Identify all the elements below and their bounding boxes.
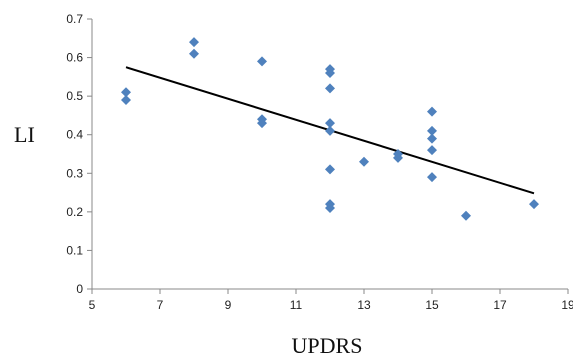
chart-axes: 0 0.1 0.2 0.3 0.4 0.5 0.6 0.7 5 7 9 11 13 15 17 19	[66, 12, 573, 312]
y-axis-title: LI	[14, 122, 35, 147]
data-point	[427, 172, 437, 183]
data-point	[393, 152, 403, 163]
data-point	[325, 203, 335, 213]
y-tick-label: 0.7	[66, 12, 83, 26]
data-point	[121, 87, 131, 98]
x-tick-label: 13	[357, 298, 371, 312]
data-point	[427, 106, 437, 117]
data-point	[257, 118, 267, 129]
data-point	[325, 118, 335, 129]
data-point	[325, 164, 335, 175]
data-point	[189, 48, 199, 59]
x-tick-label: 17	[493, 298, 507, 312]
data-point	[427, 125, 437, 136]
y-tick-label: 0.6	[66, 51, 83, 65]
data-point	[325, 125, 335, 136]
x-tick-label: 9	[225, 298, 232, 312]
data-point	[189, 37, 199, 48]
data-point	[325, 83, 335, 94]
x-tick-label: 7	[157, 298, 164, 312]
x-tick-label: 5	[89, 298, 96, 312]
data-point	[529, 199, 539, 210]
data-points	[121, 37, 539, 221]
x-tick-label: 11	[290, 298, 303, 312]
y-tick-label: 0.4	[66, 128, 83, 142]
y-tick-label: 0	[76, 282, 83, 296]
x-tick-label: 19	[561, 298, 573, 312]
y-tick-label: 0.2	[66, 205, 83, 219]
data-point	[257, 56, 267, 67]
data-point	[121, 95, 131, 105]
y-tick-label: 0.1	[66, 243, 83, 257]
x-tick-label: 15	[425, 298, 439, 312]
data-point	[325, 68, 335, 78]
x-axis-title: UPDRS	[292, 333, 363, 355]
data-point	[427, 145, 437, 156]
y-tick-label: 0.3	[66, 166, 83, 180]
data-point	[427, 133, 437, 144]
data-point	[359, 156, 369, 167]
data-point	[461, 210, 471, 221]
y-tick-label: 0.5	[66, 89, 83, 103]
